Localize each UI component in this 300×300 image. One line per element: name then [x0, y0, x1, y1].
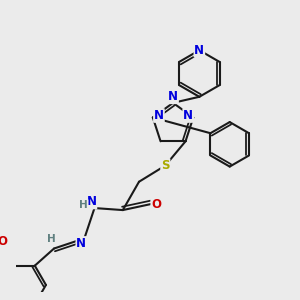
Text: H: H — [46, 234, 56, 244]
Text: N: N — [168, 90, 178, 103]
Text: H: H — [79, 200, 88, 210]
Text: N: N — [183, 109, 193, 122]
Text: O: O — [0, 235, 8, 248]
Text: N: N — [76, 237, 86, 250]
Text: S: S — [161, 159, 170, 172]
Text: N: N — [194, 44, 204, 57]
Text: N: N — [154, 109, 164, 122]
Text: O: O — [151, 197, 161, 211]
Text: N: N — [86, 196, 97, 208]
